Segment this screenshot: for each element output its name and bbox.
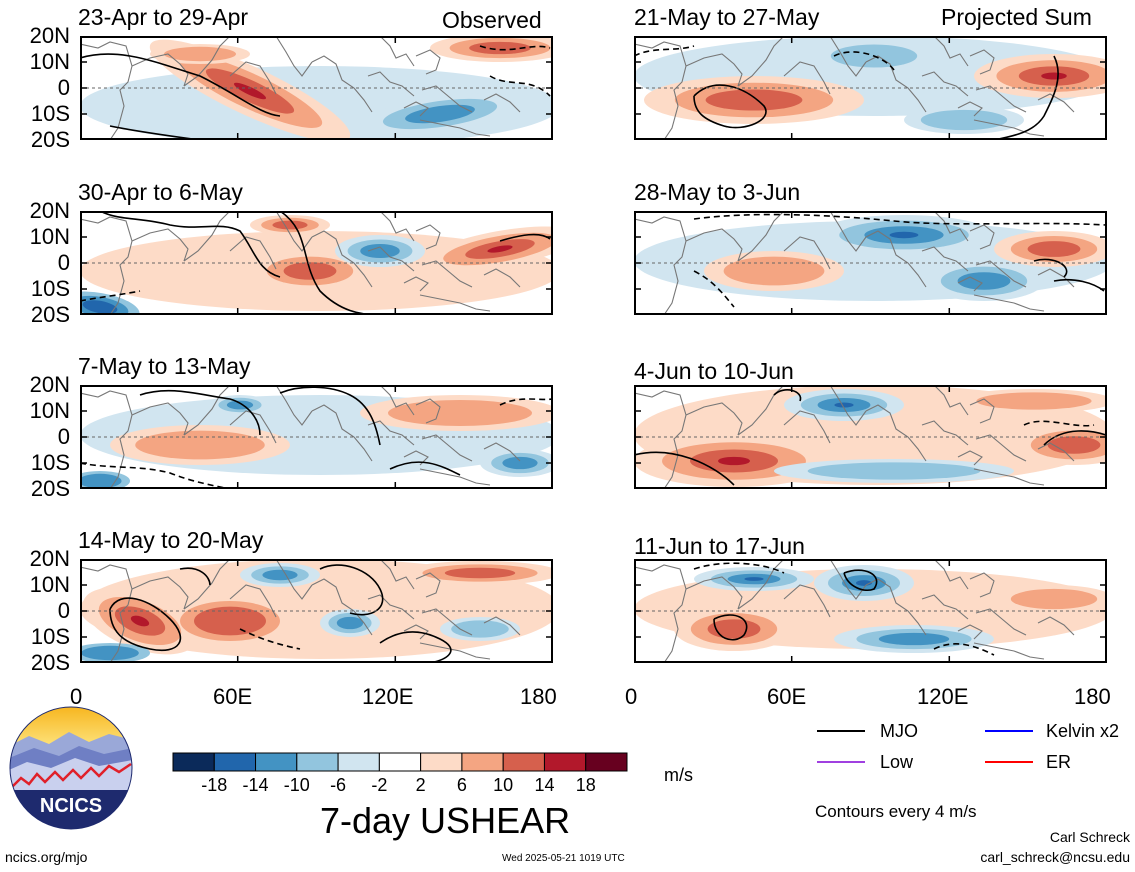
y-tick-label: 20N (29, 198, 70, 223)
legend-label-mjo: MJO (880, 721, 918, 741)
contour-note: Contours every 4 m/s (815, 802, 977, 821)
legend-label-er: ER (1046, 752, 1072, 772)
y-tick-label: 10S (30, 101, 70, 126)
footer-timestamp: Wed 2025-05-21 1019 UTC (502, 853, 625, 864)
map-panel-observed-3 (80, 385, 553, 489)
colorbar-swatch (213, 752, 257, 772)
colorbar-tick-label: 6 (456, 775, 467, 795)
colorbar-swatch (378, 752, 422, 772)
colorbar-tick-label: 14 (534, 775, 555, 795)
y-tick-label: 10N (29, 224, 70, 249)
colorbar (172, 752, 628, 772)
panel-title: 14-May to 20-May (78, 527, 264, 553)
panel-title: 21-May to 27-May (634, 4, 820, 30)
colorbar-swatch (585, 752, 628, 772)
legend-line-low (817, 761, 865, 763)
colorbar-tick-label: -14 (242, 775, 269, 795)
observed-label: Observed (442, 7, 542, 33)
colorbar-swatch (461, 752, 504, 772)
map-panel-observed-2 (80, 211, 553, 315)
y-tick-label: 20S (30, 302, 70, 327)
chart-title: 7-day USHEAR (320, 800, 571, 841)
colorbar-tick-label: 10 (493, 775, 514, 795)
panel-title: 7-May to 13-May (78, 353, 251, 379)
colorbar-swatch (172, 752, 215, 772)
colorbar-tick-label: 2 (415, 775, 426, 795)
legend-line-mjo (817, 730, 865, 732)
y-tick-label: 10S (30, 624, 70, 649)
y-tick-label: 20N (29, 372, 70, 397)
y-tick-label: 20N (29, 546, 70, 571)
x-tick-label: 180 (520, 684, 557, 709)
y-tick-label: 0 (57, 424, 70, 449)
projected-sum-label: Projected Sum (941, 4, 1092, 30)
y-tick-label: 10N (29, 572, 70, 597)
panel-title: 28-May to 3-Jun (634, 179, 801, 205)
map-panel-projected-4 (634, 559, 1107, 663)
colorbar-swatch (420, 752, 463, 772)
y-tick-label: 10S (30, 276, 70, 301)
y-tick-label: 10S (30, 450, 70, 475)
y-tick-label: 20N (29, 23, 70, 48)
footer-url[interactable]: ncics.org/mjo (5, 849, 88, 865)
map-panel-projected-2 (634, 211, 1107, 315)
x-tick-label: 120E (917, 684, 969, 709)
x-tick-label: 60E (767, 684, 807, 709)
panel-title: 4-Jun to 10-Jun (634, 358, 794, 384)
map-panel-projected-1 (634, 36, 1107, 140)
y-tick-label: 20S (30, 650, 70, 675)
legend-label-low: Low (880, 752, 914, 772)
y-tick-label: 20S (30, 127, 70, 152)
legend-line-er (985, 761, 1033, 763)
y-tick-label: 0 (57, 598, 70, 623)
colorbar-swatch (502, 752, 545, 772)
y-tick-label: 10N (29, 398, 70, 423)
panel-title: 11-Jun to 17-Jun (634, 533, 805, 559)
colorbar-tick-label: 18 (575, 775, 596, 795)
x-tick-label: 120E (362, 684, 414, 709)
colorbar-tick-label: -6 (330, 775, 347, 795)
colorbar-tick-label: -10 (283, 775, 310, 795)
colorbar-swatch (296, 752, 339, 772)
y-tick-label: 0 (57, 75, 70, 100)
x-tick-label: 0 (70, 684, 83, 709)
colorbar-units: m/s (664, 765, 693, 785)
legend-line-kelvin (985, 730, 1033, 732)
y-tick-label: 20S (30, 476, 70, 501)
x-tick-label: 60E (213, 684, 253, 709)
footer-author: Carl Schreck (1049, 829, 1130, 845)
x-tick-label: 180 (1074, 684, 1111, 709)
map-panel-observed-4 (80, 559, 553, 663)
colorbar-tick-label: -2 (371, 775, 388, 795)
panel-title: 30-Apr to 6-May (78, 179, 243, 205)
logo-text: NCICS (40, 795, 102, 817)
panel-title: 23-Apr to 29-Apr (78, 4, 249, 30)
footer-email[interactable]: carl_schreck@ncsu.edu (980, 849, 1130, 865)
map-panel-projected-3 (634, 385, 1107, 489)
ncics-logo: NCICS (9, 706, 133, 830)
legend-label-kelvin: Kelvin x2 (1046, 721, 1120, 741)
y-tick-label: 0 (57, 250, 70, 275)
map-panel-observed-1 (80, 36, 553, 140)
colorbar-swatch (337, 752, 380, 772)
y-tick-label: 10N (29, 49, 70, 74)
x-tick-label: 0 (625, 684, 638, 709)
colorbar-swatch (543, 752, 587, 772)
colorbar-tick-label: -18 (201, 775, 228, 795)
colorbar-swatch (255, 752, 298, 772)
